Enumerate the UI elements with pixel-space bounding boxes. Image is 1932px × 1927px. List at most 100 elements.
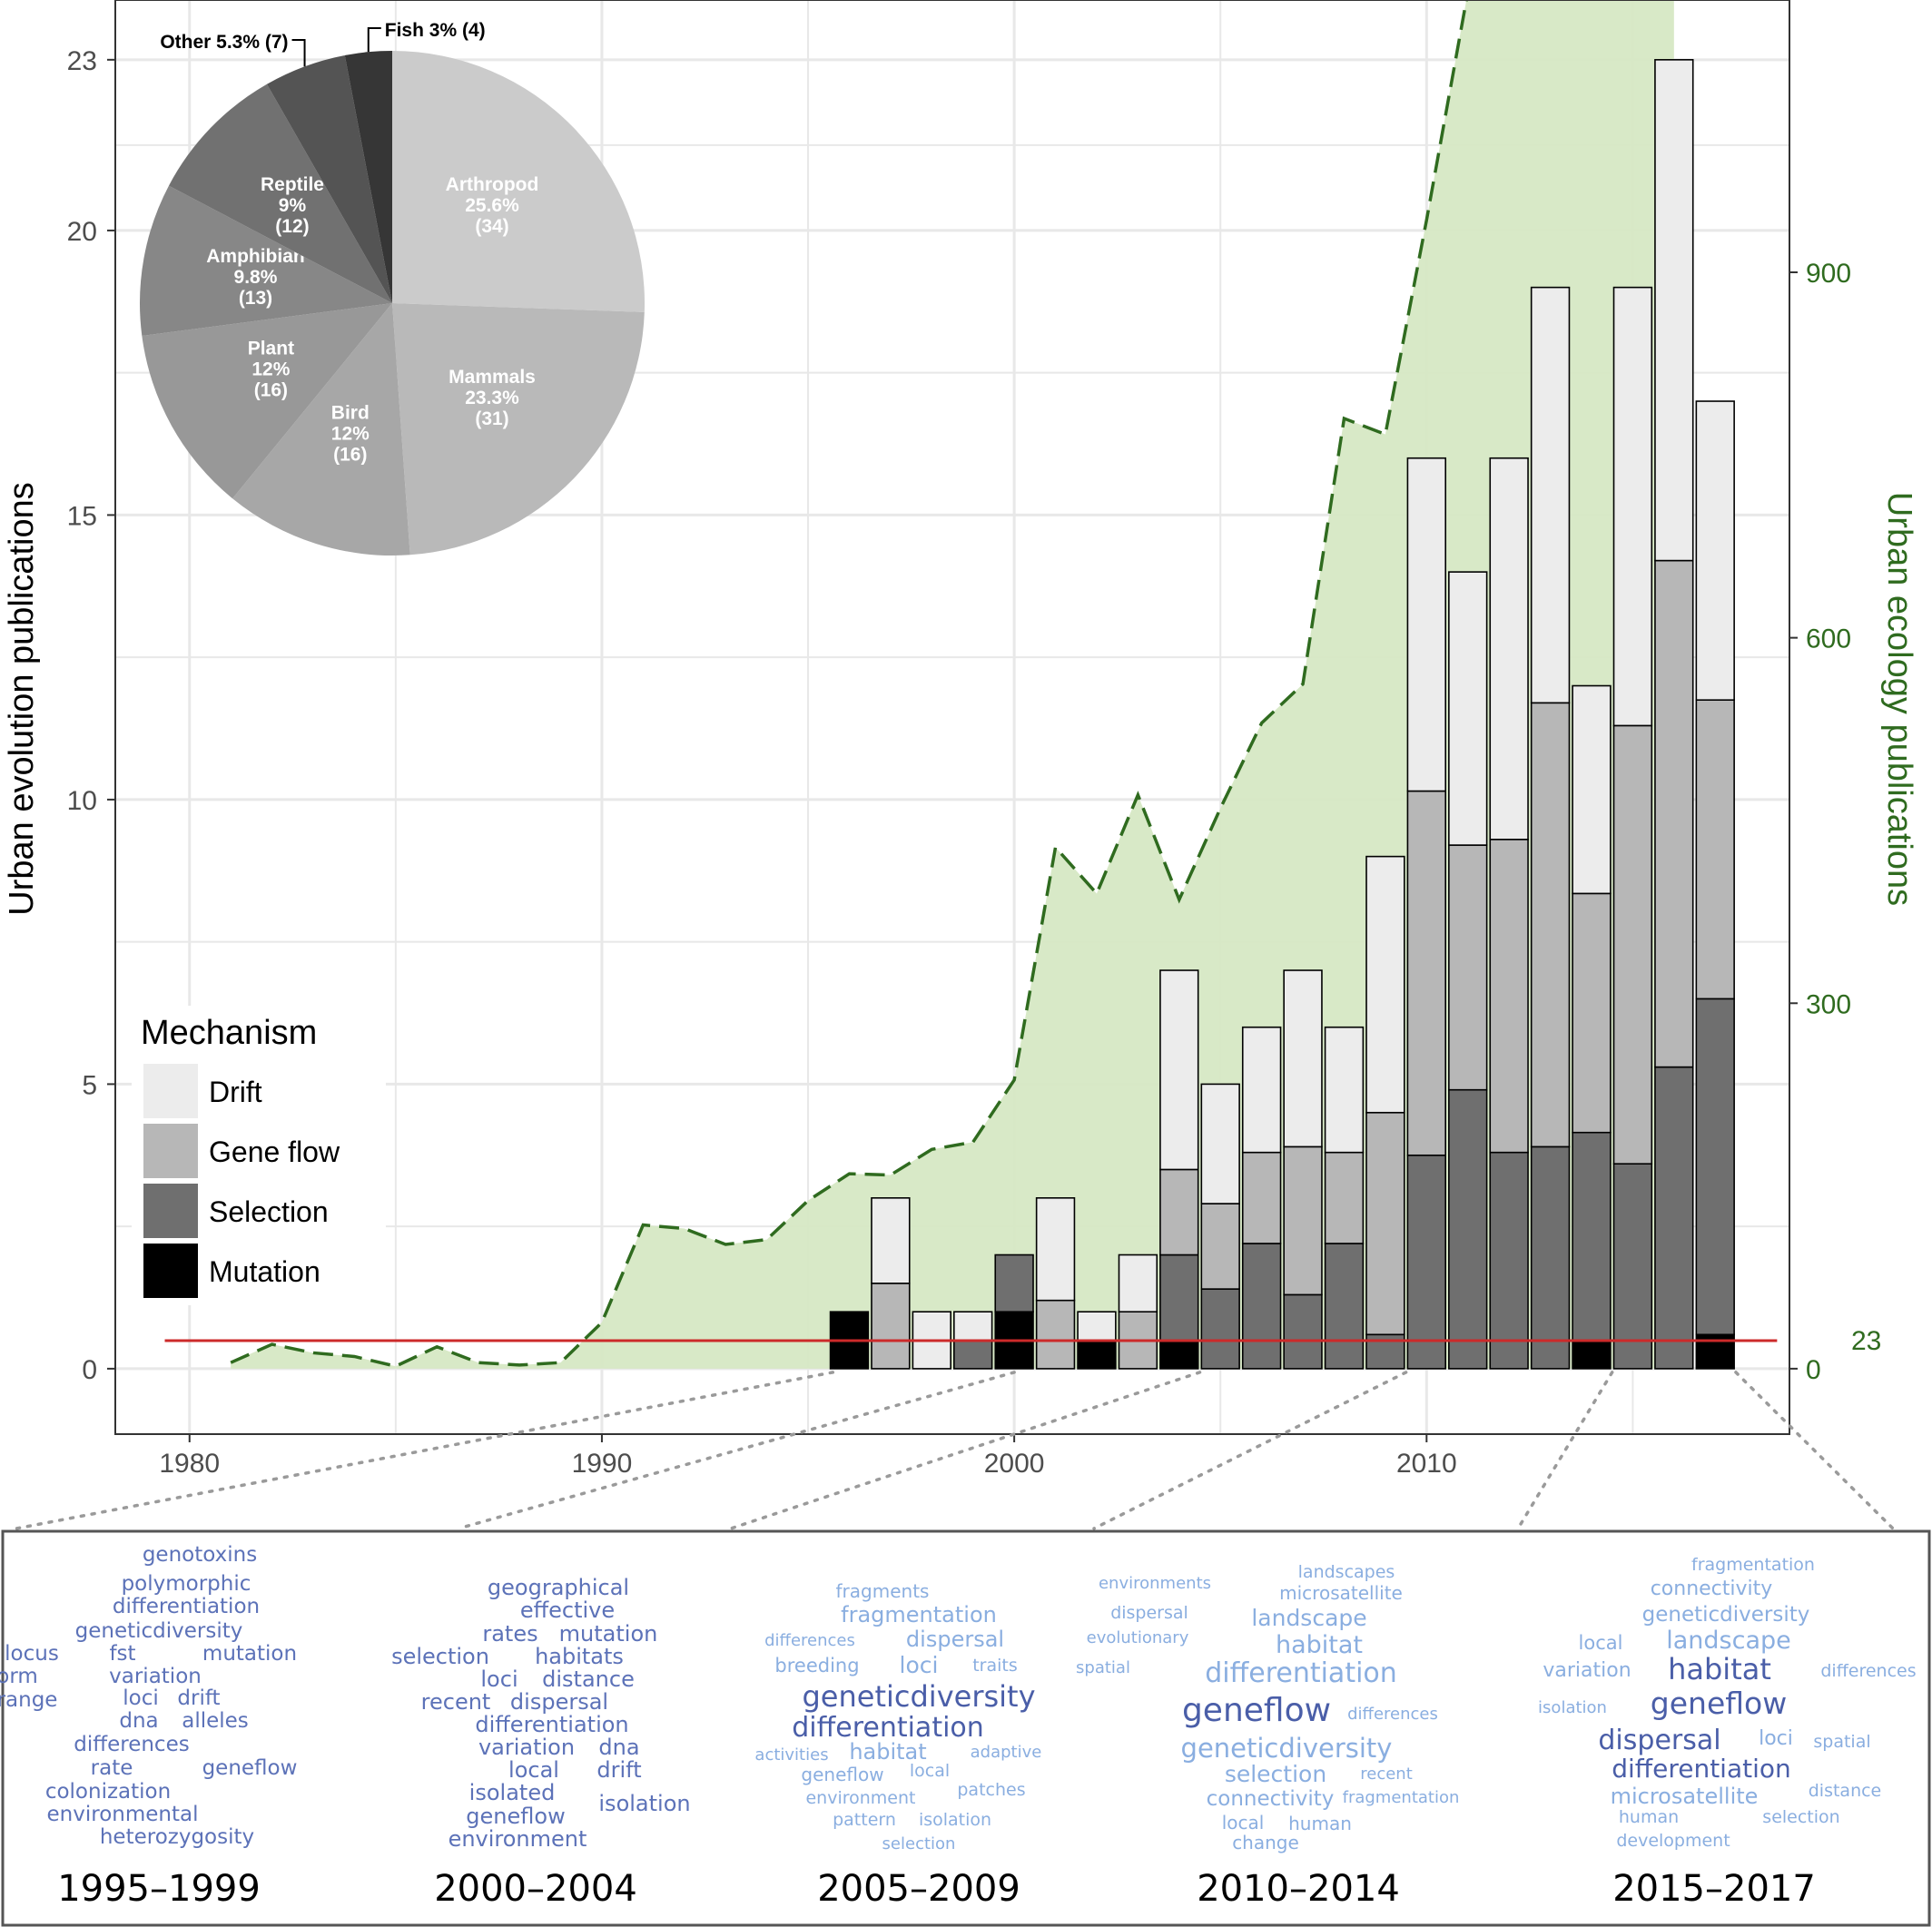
zoom-connector-line <box>1092 1371 1408 1530</box>
bar-segment-selection <box>1406 1154 1447 1370</box>
word-connectivity: connectivity <box>1207 1787 1335 1811</box>
bar-segment-gene-flow <box>1200 1203 1240 1290</box>
word-landscape: landscape <box>1666 1627 1791 1655</box>
bar-segment-selection <box>1572 1131 1612 1342</box>
left-tick-label: 0 <box>82 1355 97 1385</box>
word-geneflow: geneflow <box>801 1764 883 1785</box>
word-patches: patches <box>957 1780 1025 1800</box>
word-genotoxins: genotoxins <box>143 1543 257 1567</box>
bar-segment-drift <box>1489 457 1529 841</box>
word-rates: rates <box>482 1621 537 1647</box>
bar-segment-gene-flow <box>1406 790 1447 1156</box>
word-activities: activities <box>754 1745 828 1765</box>
word-environment: environment <box>805 1788 915 1808</box>
word-differentiation: differentiation <box>1205 1657 1397 1689</box>
word-dispersal: dispersal <box>1110 1603 1188 1623</box>
bar-segment-drift <box>1200 1083 1240 1204</box>
pie-label-name: Reptile <box>261 174 324 195</box>
bar-segment-gene-flow <box>1159 1168 1199 1256</box>
word-fragmentation: fragmentation <box>841 1602 997 1627</box>
word-geneticdiversity: geneticdiversity <box>75 1619 243 1643</box>
word-dna: dna <box>598 1735 639 1760</box>
bar-segment-drift <box>1448 571 1488 846</box>
zoom-connectors <box>15 1371 1895 1530</box>
plot-panel-border <box>114 0 1790 1435</box>
bar-segment-gene-flow <box>1241 1151 1282 1244</box>
pie-label-other: Other 5.3% (7) <box>160 32 288 53</box>
pie-slice-mammals <box>392 303 645 555</box>
urban-ecology-dashed-line <box>230 0 1468 1369</box>
bar-segment-drift <box>871 1197 911 1284</box>
x-tick-label: 2010 <box>1396 1449 1457 1479</box>
left-tick-label: 15 <box>67 501 97 531</box>
word-selection: selection <box>1762 1807 1839 1827</box>
taxa-pie-chart: Arthropod25.6%(34)Mammals23.3%(31)Bird12… <box>140 20 645 555</box>
word-landscape: landscape <box>1251 1605 1366 1631</box>
word-habitats: habitats <box>535 1644 624 1669</box>
word-differentiation: differentiation <box>792 1712 984 1744</box>
bar-segment-drift <box>1530 286 1571 704</box>
bar-segment-selection <box>1241 1243 1282 1370</box>
word-microsatellite: microsatellite <box>1611 1784 1759 1809</box>
pie-label-name: Arthropod <box>446 174 539 195</box>
word-geneflow: geneflow <box>466 1804 565 1829</box>
word-recent: recent <box>421 1689 491 1715</box>
word-dna: dna <box>119 1709 158 1733</box>
word-geneflow: geneflow <box>202 1756 298 1780</box>
word-geneticdiversity: geneticdiversity <box>1181 1733 1393 1764</box>
word-dispersal: dispersal <box>906 1627 1004 1652</box>
bar-segment-mutation <box>1572 1339 1612 1370</box>
period-label: 1995–1999 <box>57 1868 261 1910</box>
left-tick-label: 5 <box>82 1070 97 1100</box>
bar-segment-selection <box>1283 1293 1323 1370</box>
zoom-connector-line <box>1734 1371 1895 1530</box>
word-human: human <box>1619 1807 1679 1827</box>
word-range: range <box>0 1688 57 1712</box>
pie-slice-bird <box>232 303 410 555</box>
pie-label-percent: 12% <box>331 424 370 445</box>
word-colonization: colonization <box>45 1780 171 1804</box>
word-variation: variation <box>109 1665 202 1688</box>
word-fragmentation: fragmentation <box>1343 1788 1460 1807</box>
word-variation: variation <box>478 1735 575 1760</box>
bar-segment-gene-flow <box>1695 699 1735 1000</box>
word-pattern: pattern <box>833 1810 896 1830</box>
word-effective: effective <box>520 1598 615 1623</box>
word-differences: differences <box>764 1631 855 1650</box>
pie-label-fish: Fish 3% (4) <box>385 20 486 41</box>
bar-segment-drift <box>1365 855 1405 1114</box>
legend-title: Mechanism <box>141 1014 317 1052</box>
bar-segment-gene-flow <box>1530 702 1571 1148</box>
right-axis-title: Urban ecology publications <box>1880 492 1918 906</box>
left-axis-ticks: 0 5 10 15 20 23 <box>67 46 115 1385</box>
bar-segment-gene-flow <box>1654 559 1694 1068</box>
legend-label: Drift <box>209 1076 262 1108</box>
bar-segment-mutation <box>1159 1339 1199 1370</box>
legend-key-drift <box>143 1064 198 1118</box>
pie-label-percent: 25.6% <box>465 195 519 216</box>
legend-key-mutation <box>143 1244 198 1298</box>
pie-label-name: Plant <box>248 338 294 359</box>
legend-key-selection <box>143 1184 198 1238</box>
bar-segment-selection <box>1159 1254 1199 1342</box>
word-mutation: mutation <box>559 1621 658 1647</box>
word-isolated: isolated <box>469 1780 556 1805</box>
left-tick-label: 23 <box>67 46 97 76</box>
word-form: form <box>0 1665 38 1688</box>
pie-label-percent: 9.8% <box>234 267 278 288</box>
pie-label-count: (12) <box>275 216 309 237</box>
left-axis-title: Urban evolution publications <box>3 482 41 915</box>
x-tick-label: 2000 <box>984 1449 1045 1479</box>
word-distance: distance <box>1809 1781 1882 1801</box>
word-selection: selection <box>1225 1761 1326 1787</box>
bar-segment-gene-flow <box>1283 1145 1323 1296</box>
legend-label: Gene flow <box>209 1136 340 1168</box>
word-geographical: geographical <box>488 1575 629 1600</box>
bar-segment-selection <box>1530 1145 1571 1370</box>
word-traits: traits <box>972 1656 1018 1676</box>
word-drift: drift <box>177 1686 220 1710</box>
bar-segment-drift <box>1612 286 1653 727</box>
legend-label: Selection <box>209 1195 329 1228</box>
pie-label-name: Mammals <box>448 367 536 388</box>
bar-segment-drift <box>1077 1311 1117 1342</box>
